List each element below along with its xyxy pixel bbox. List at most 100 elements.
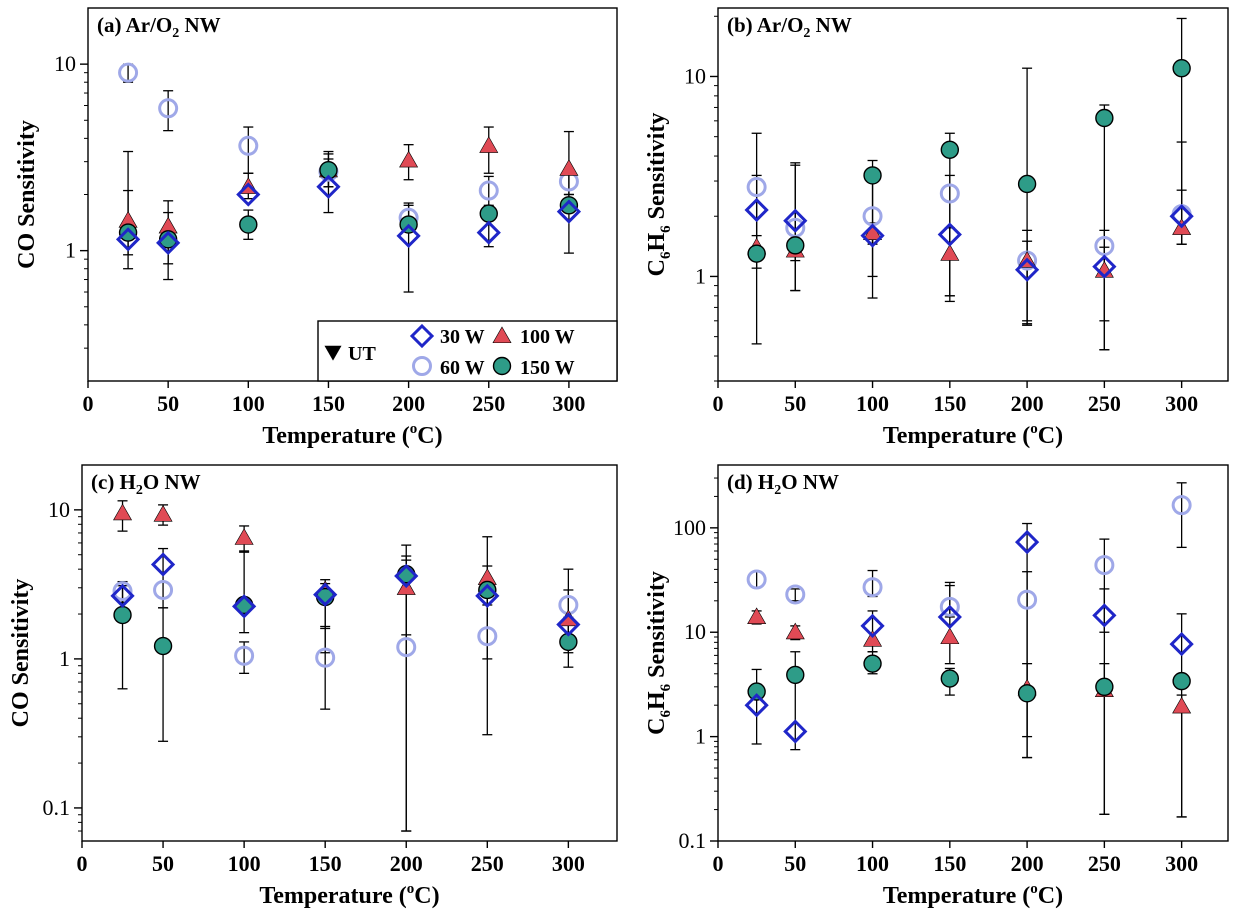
data-point-w60 bbox=[939, 183, 960, 204]
legend-label-ut: UT bbox=[348, 343, 376, 365]
data-point-w100 bbox=[479, 136, 499, 153]
x-tick-label: 100 bbox=[232, 391, 265, 416]
y-tick-label: 1 bbox=[65, 238, 76, 263]
x-tick-label: 300 bbox=[552, 851, 585, 876]
error-bar bbox=[1099, 104, 1110, 351]
data-point-w150 bbox=[940, 669, 960, 688]
data-point-w100 bbox=[747, 607, 767, 625]
data-point-w150 bbox=[113, 605, 132, 625]
x-tick-label: 50 bbox=[157, 391, 179, 416]
data-point-w60 bbox=[1017, 589, 1038, 610]
x-axis-label-unit: C) bbox=[417, 423, 442, 449]
data-point-w60 bbox=[234, 645, 255, 666]
panel-title-rest: NW bbox=[810, 13, 851, 37]
data-point-w30 bbox=[1014, 529, 1040, 555]
error-bar bbox=[751, 668, 762, 745]
data-point-w30 bbox=[860, 223, 885, 248]
x-axis-label-superscript: o bbox=[1030, 881, 1038, 897]
x-tick-label: 150 bbox=[933, 851, 966, 876]
data-point-w150 bbox=[1095, 108, 1114, 128]
data-point-w150 bbox=[786, 665, 805, 685]
x-axis-label-superscript: o bbox=[1030, 421, 1038, 437]
x-tick-label: 50 bbox=[784, 851, 806, 876]
data-point-w150 bbox=[1172, 671, 1191, 691]
data-point-w100 bbox=[940, 244, 960, 261]
x-tick-label: 0 bbox=[83, 391, 94, 416]
error-bar bbox=[1022, 67, 1033, 325]
data-point-w60 bbox=[1171, 495, 1192, 516]
x-axis-label: Temperature (oC) bbox=[883, 421, 1063, 449]
y-axis-label: C6H6 Sensitivity bbox=[644, 571, 674, 735]
panel-title: (d) H2O NW bbox=[727, 470, 839, 498]
panel-title-rest: NW bbox=[179, 13, 220, 37]
x-axis-label: Temperature (oC) bbox=[259, 881, 439, 909]
data-point-w60 bbox=[315, 647, 336, 668]
y-axis-label-rest: Sensitivity bbox=[644, 571, 670, 684]
data-point-w30 bbox=[1169, 631, 1194, 657]
data-point-w30 bbox=[744, 197, 769, 223]
y-axis-label-text: C bbox=[644, 718, 670, 735]
data-point-w150 bbox=[1095, 677, 1114, 697]
data-point-w60 bbox=[112, 581, 133, 602]
x-tick-label: 300 bbox=[552, 391, 585, 416]
x-axis-label-text: Temperature ( bbox=[259, 883, 406, 909]
data-point-w30 bbox=[231, 594, 257, 619]
y-tick-label: 0.1 bbox=[43, 795, 71, 820]
chart-panel-d: 0 50 100 150 200 250 300 0.1 1 10 100 Temperature (… bbox=[644, 464, 1229, 909]
panel-title-rest: O NW bbox=[781, 470, 839, 494]
error-bar bbox=[790, 588, 801, 602]
data-point-w60 bbox=[862, 577, 883, 598]
legend-label-w150: 150 W bbox=[520, 357, 575, 379]
data-point-w150 bbox=[153, 636, 173, 656]
plot-frame bbox=[717, 464, 1229, 842]
data-point-w60 bbox=[939, 596, 960, 617]
data-point-w60 bbox=[1094, 555, 1115, 576]
x-tick-label: 200 bbox=[392, 391, 425, 416]
x-axis-label: Temperature (oC) bbox=[883, 881, 1063, 909]
x-axis-label-unit: C) bbox=[414, 883, 439, 909]
data-point-w150 bbox=[863, 166, 882, 185]
x-axis-label-superscript: o bbox=[407, 881, 415, 897]
data-point-w100 bbox=[1172, 696, 1192, 714]
y-tick-label: 100 bbox=[673, 515, 706, 540]
panel-title-text: (a) Ar/O bbox=[97, 13, 172, 37]
data-point-w150 bbox=[1172, 58, 1191, 78]
data-point-w150 bbox=[1017, 174, 1037, 194]
x-tick-label: 250 bbox=[472, 391, 505, 416]
panel-title: (a) Ar/O2 NW bbox=[97, 13, 221, 41]
data-point-w30 bbox=[860, 613, 885, 639]
data-point-w100 bbox=[863, 629, 883, 647]
error-bar bbox=[401, 555, 412, 832]
x-tick-label: 0 bbox=[77, 851, 88, 876]
data-point-w30 bbox=[937, 604, 962, 630]
x-axis-label-unit: C) bbox=[1038, 883, 1063, 909]
data-point-w60 bbox=[478, 180, 499, 201]
error-bar bbox=[1022, 571, 1033, 759]
x-tick-label: 50 bbox=[152, 851, 174, 876]
data-point-w150 bbox=[559, 196, 579, 215]
data-point-w100 bbox=[399, 150, 419, 168]
x-tick-label: 100 bbox=[856, 391, 889, 416]
error-bar bbox=[867, 569, 878, 598]
data-point-w100 bbox=[153, 504, 173, 522]
data-point-w60 bbox=[158, 98, 179, 119]
plot-frame bbox=[81, 464, 618, 842]
data-point-w30 bbox=[313, 582, 338, 607]
panel-title-subscript: 2 bbox=[172, 26, 179, 41]
data-point-w30 bbox=[556, 612, 581, 637]
panel-title-rest: O NW bbox=[143, 470, 201, 494]
data-point-w150 bbox=[940, 140, 960, 159]
y-axis-label-text: CO Sensitivity bbox=[8, 579, 34, 728]
error-bar bbox=[239, 550, 250, 634]
x-tick-label: 150 bbox=[933, 391, 966, 416]
error-bar bbox=[158, 607, 169, 742]
x-axis-label: Temperature (oC) bbox=[262, 421, 442, 449]
data-point-w30 bbox=[1092, 603, 1117, 628]
y-tick-label: 10 bbox=[54, 51, 76, 76]
y-axis-label-text: CO Sensitivity bbox=[14, 120, 40, 269]
data-point-w30 bbox=[156, 230, 181, 256]
data-point-w30 bbox=[236, 182, 261, 207]
data-point-w30 bbox=[110, 583, 135, 608]
